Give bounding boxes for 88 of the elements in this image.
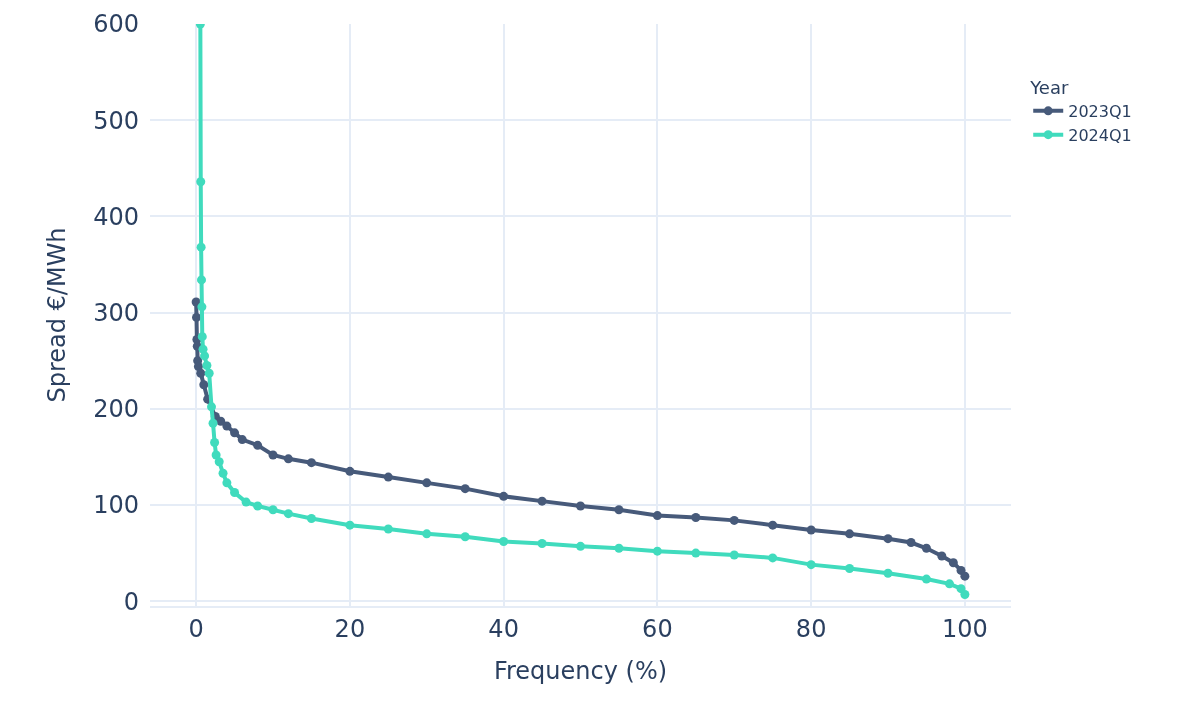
y-axis-title: Spread €/MWh — [43, 227, 72, 403]
x-tick-label: 80 — [795, 614, 827, 643]
point — [283, 454, 293, 464]
point — [883, 568, 893, 578]
point — [196, 242, 206, 252]
point — [306, 458, 316, 468]
point — [948, 558, 958, 568]
point — [211, 450, 221, 460]
point — [845, 563, 855, 573]
point — [906, 538, 916, 548]
point — [197, 332, 207, 342]
point — [196, 177, 206, 187]
point — [210, 437, 220, 447]
point — [197, 275, 207, 285]
point — [218, 468, 228, 478]
point — [945, 579, 954, 589]
point — [199, 380, 209, 390]
point — [197, 302, 207, 312]
point — [345, 520, 355, 530]
point — [204, 368, 214, 378]
legend-title: Year — [1029, 76, 1069, 98]
point — [960, 589, 970, 599]
point — [921, 543, 931, 553]
point — [537, 538, 547, 548]
point — [200, 351, 210, 361]
point — [283, 509, 293, 519]
point — [614, 505, 624, 515]
point — [222, 421, 232, 431]
point — [306, 513, 316, 523]
point — [460, 532, 470, 542]
point — [768, 553, 778, 563]
y-tick-label: 0 — [123, 587, 139, 616]
point — [614, 543, 624, 553]
point — [192, 312, 202, 322]
point — [222, 478, 232, 488]
point — [729, 550, 739, 560]
x-tick-label: 100 — [941, 614, 988, 643]
x-tick-label: 60 — [642, 614, 673, 643]
point — [499, 537, 509, 547]
point — [268, 505, 278, 515]
point — [230, 487, 240, 497]
point — [499, 491, 509, 501]
point — [768, 520, 778, 530]
point — [237, 435, 247, 445]
point — [268, 450, 278, 460]
x-tick-label: 40 — [488, 614, 519, 643]
point — [806, 525, 816, 535]
point — [576, 501, 585, 511]
point — [230, 428, 240, 438]
point — [691, 513, 701, 522]
point — [196, 368, 206, 378]
point — [207, 402, 216, 412]
point — [214, 457, 224, 467]
point — [422, 478, 432, 488]
point — [422, 529, 432, 539]
point — [253, 440, 263, 450]
point — [937, 551, 947, 561]
point — [729, 515, 739, 525]
point — [383, 472, 393, 482]
y-tick-label: 500 — [93, 106, 139, 135]
point — [652, 546, 662, 556]
point — [806, 560, 816, 570]
point — [883, 534, 893, 544]
point — [460, 484, 470, 494]
y-tick-label: 100 — [93, 491, 139, 520]
legend-label: 2024Q1 — [1068, 125, 1132, 145]
point — [845, 529, 855, 539]
point — [208, 418, 218, 428]
y-tick-label: 400 — [93, 202, 139, 231]
x-tick-label: 0 — [188, 614, 204, 643]
point — [691, 548, 701, 558]
y-tick-label: 600 — [93, 10, 139, 39]
y-tick-label: 200 — [93, 395, 139, 424]
point — [241, 497, 251, 507]
point — [253, 501, 263, 511]
point — [216, 416, 226, 426]
point — [960, 571, 970, 581]
point — [345, 466, 355, 476]
y-tick-label: 300 — [93, 299, 139, 327]
point — [383, 524, 393, 534]
legend-label: 2023Q1 — [1068, 102, 1132, 122]
x-tick-label: 20 — [334, 614, 366, 643]
point — [202, 361, 212, 370]
point — [921, 574, 931, 584]
point — [576, 541, 585, 551]
point — [537, 496, 547, 506]
x-axis-title: Frequency (%) — [493, 656, 668, 685]
point — [652, 511, 662, 521]
